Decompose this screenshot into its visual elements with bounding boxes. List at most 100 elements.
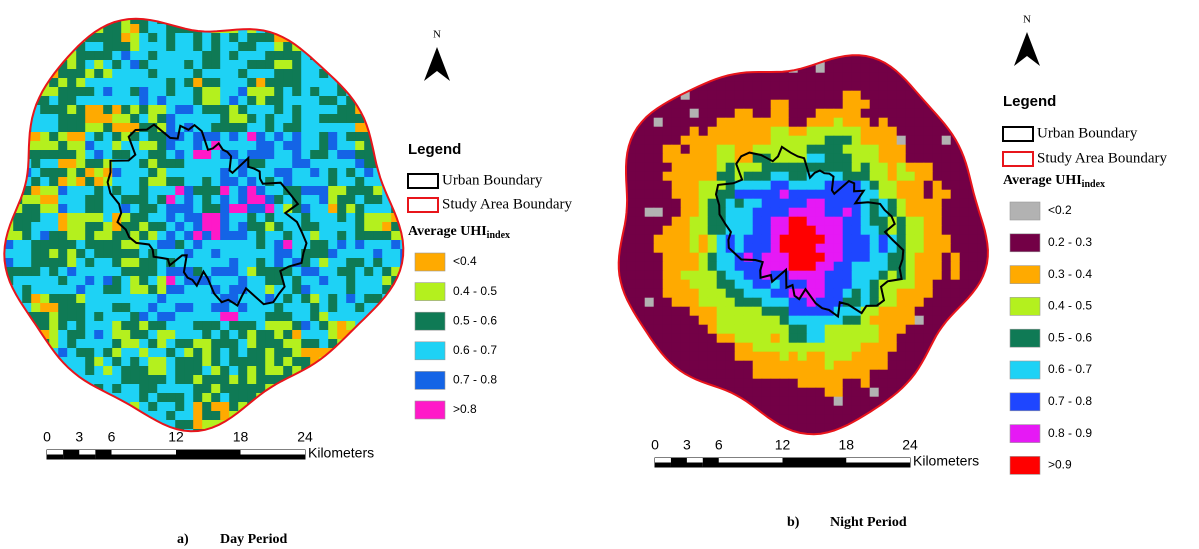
raster-cell xyxy=(166,411,176,421)
raster-cell xyxy=(663,325,673,335)
raster-cell xyxy=(355,294,365,304)
raster-cell xyxy=(157,375,167,385)
raster-cell xyxy=(843,172,853,182)
raster-cell xyxy=(789,91,799,101)
raster-cell xyxy=(663,298,673,308)
raster-cell xyxy=(49,141,59,151)
raster-cell xyxy=(121,240,131,250)
raster-cell xyxy=(166,159,176,169)
raster-cell xyxy=(870,388,880,398)
raster-cell xyxy=(211,348,221,358)
raster-cell xyxy=(166,240,176,250)
raster-cell xyxy=(915,118,925,128)
raster-cell xyxy=(744,136,754,146)
raster-cell xyxy=(996,280,1006,290)
raster-cell xyxy=(265,69,275,79)
raster-cell xyxy=(663,136,673,146)
raster-cell xyxy=(175,60,185,70)
raster-cell xyxy=(94,132,104,142)
scale-segment xyxy=(671,458,687,463)
raster-cell xyxy=(373,321,383,331)
raster-cell xyxy=(870,64,880,73)
raster-cell xyxy=(645,226,655,236)
raster-cell xyxy=(355,348,365,358)
raster-cell xyxy=(843,262,853,272)
raster-cell xyxy=(717,235,727,245)
raster-cell xyxy=(906,217,916,227)
raster-cell xyxy=(211,240,221,250)
raster-cell xyxy=(328,330,338,340)
raster-cell xyxy=(933,172,943,182)
raster-cell xyxy=(870,253,880,263)
raster-cell xyxy=(58,123,67,133)
raster-cell xyxy=(256,204,266,214)
raster-cell xyxy=(94,402,104,412)
raster-cell xyxy=(130,186,140,196)
raster-cell xyxy=(816,217,826,227)
raster-cell xyxy=(843,253,853,263)
raster-cell xyxy=(49,303,59,313)
raster-cell xyxy=(283,96,293,106)
raster-cell xyxy=(672,280,682,290)
raster-cell xyxy=(681,145,691,155)
raster-cell xyxy=(184,177,194,187)
raster-cell xyxy=(726,127,736,137)
raster-cell xyxy=(942,163,952,173)
raster-cell xyxy=(798,388,808,398)
raster-cell xyxy=(879,361,889,371)
raster-cell xyxy=(645,253,655,263)
raster-cell xyxy=(76,366,86,376)
raster-cell xyxy=(879,136,889,146)
raster-cell xyxy=(157,330,167,340)
raster-cell xyxy=(807,226,817,236)
raster-cell xyxy=(40,168,50,178)
raster-cell xyxy=(400,213,410,223)
raster-cell xyxy=(346,78,356,88)
raster-cell xyxy=(193,348,203,358)
raster-cell xyxy=(906,145,916,155)
raster-cell xyxy=(220,168,230,178)
raster-cell xyxy=(690,289,700,299)
raster-cell xyxy=(753,100,763,110)
raster-cell xyxy=(753,217,763,227)
raster-cell xyxy=(103,321,113,331)
raster-cell xyxy=(852,262,862,272)
raster-cell xyxy=(238,330,248,340)
raster-cell xyxy=(157,168,167,178)
raster-cell xyxy=(852,244,862,254)
raster-cell xyxy=(49,330,59,340)
raster-cell xyxy=(85,168,95,178)
raster-cell xyxy=(310,141,320,151)
raster-cell xyxy=(699,181,709,191)
raster-cell xyxy=(762,109,772,119)
raster-cell xyxy=(807,397,817,407)
raster-cell xyxy=(22,204,32,214)
raster-cell xyxy=(897,118,907,128)
raster-cell xyxy=(861,334,871,344)
raster-cell xyxy=(663,190,673,200)
raster-cell xyxy=(112,357,122,367)
raster-cell xyxy=(888,181,898,191)
raster-cell xyxy=(148,132,158,142)
raster-cell xyxy=(888,361,898,371)
raster-cell xyxy=(717,172,727,182)
raster-cell xyxy=(346,240,356,250)
raster-cell xyxy=(211,366,221,376)
raster-cell xyxy=(184,15,194,25)
raster-cell xyxy=(193,186,203,196)
raster-cell xyxy=(852,343,862,353)
raster-cell xyxy=(951,163,961,173)
raster-cell xyxy=(157,42,167,52)
raster-cell xyxy=(175,51,185,61)
raster-cell xyxy=(382,231,392,241)
raster-cell xyxy=(933,100,943,110)
raster-cell xyxy=(193,96,203,106)
raster-cell xyxy=(256,213,266,223)
raster-cell xyxy=(960,280,970,290)
raster-cell xyxy=(238,321,248,331)
raster-cell xyxy=(220,60,230,70)
raster-cell xyxy=(139,141,149,151)
raster-cell xyxy=(175,69,185,79)
raster-cell xyxy=(798,199,808,209)
raster-cell xyxy=(870,136,880,146)
